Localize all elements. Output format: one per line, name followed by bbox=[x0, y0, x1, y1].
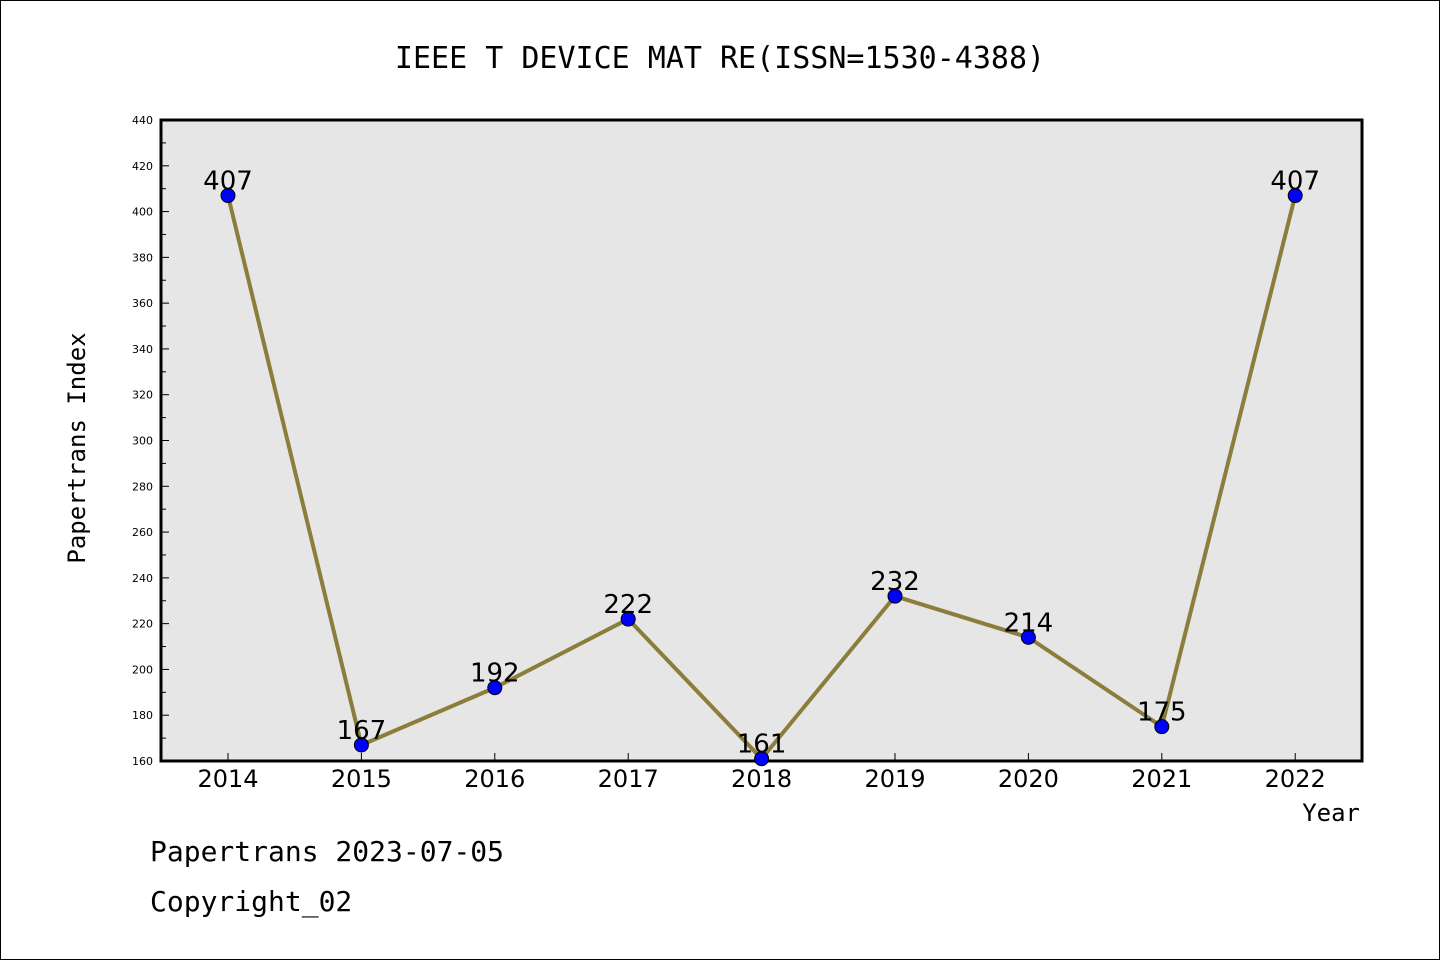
y-tick-label: 220 bbox=[132, 618, 153, 631]
y-tick-label: 240 bbox=[132, 572, 153, 585]
series-layer: 407 167 192 222 161 232 214 175 407 bbox=[203, 167, 1320, 767]
data-label-2019: 232 bbox=[870, 567, 920, 597]
y-tick-label: 400 bbox=[132, 206, 153, 219]
x-tick-label: 2017 bbox=[598, 765, 659, 793]
y-tick-label: 300 bbox=[132, 435, 153, 448]
data-point-2017 bbox=[620, 611, 636, 627]
data-label-2015: 167 bbox=[337, 716, 387, 746]
y-tick-label: 200 bbox=[132, 663, 153, 676]
data-label-2022: 407 bbox=[1270, 167, 1320, 197]
y-tick-label: 380 bbox=[132, 251, 153, 264]
data-label-2018: 161 bbox=[737, 730, 787, 760]
data-point-2014 bbox=[220, 188, 236, 204]
y-tick-label: 280 bbox=[132, 480, 153, 493]
x-axis: 2014 2015 2016 2017 2018 2019 2020 2021 2022 bbox=[197, 753, 1326, 793]
data-point-2022 bbox=[1287, 188, 1303, 204]
data-label-2014: 407 bbox=[203, 167, 253, 197]
footer-copyright: Copyright_02 bbox=[150, 885, 353, 918]
footer-date: Papertrans 2023-07-05 bbox=[150, 835, 505, 868]
x-axis-label: Year bbox=[1302, 799, 1360, 827]
y-tick-label: 420 bbox=[132, 160, 153, 173]
y-tick-label: 320 bbox=[132, 389, 153, 402]
data-point-2015 bbox=[353, 737, 369, 753]
x-tick-label: 2020 bbox=[998, 765, 1059, 793]
x-tick-label: 2021 bbox=[1131, 765, 1192, 793]
x-tick-label: 2019 bbox=[864, 765, 925, 793]
data-label-2017: 222 bbox=[603, 590, 653, 620]
chart-title: IEEE T DEVICE MAT RE(ISSN=1530-4388) bbox=[395, 41, 1045, 76]
data-point-2019 bbox=[887, 588, 903, 604]
data-label-2020: 214 bbox=[1004, 608, 1054, 638]
x-tick-label: 2015 bbox=[331, 765, 392, 793]
x-tick-label: 2018 bbox=[731, 765, 792, 793]
y-axis: 160 180 200 220 240 260 280 300 320 340 360 380 400 4… bbox=[132, 114, 169, 768]
y-tick-label: 440 bbox=[132, 114, 153, 127]
y-tick-label: 360 bbox=[132, 297, 153, 310]
x-tick-label: 2014 bbox=[197, 765, 258, 793]
y-tick-label: 180 bbox=[132, 709, 153, 722]
x-tick-label: 2016 bbox=[464, 765, 525, 793]
y-tick-label: 340 bbox=[132, 343, 153, 356]
data-point-2016 bbox=[487, 680, 503, 696]
plot-area bbox=[159, 118, 1364, 763]
y-tick-label: 260 bbox=[132, 526, 153, 539]
x-tick-label: 2022 bbox=[1265, 765, 1326, 793]
data-point-2020 bbox=[1020, 629, 1036, 645]
data-point-2021 bbox=[1154, 719, 1170, 735]
y-axis-label: Papertrans Index bbox=[63, 332, 91, 563]
data-label-2021: 175 bbox=[1137, 698, 1187, 728]
data-label-2016: 192 bbox=[470, 659, 520, 689]
y-tick-label: 160 bbox=[132, 755, 153, 768]
data-point-2018 bbox=[754, 751, 770, 767]
